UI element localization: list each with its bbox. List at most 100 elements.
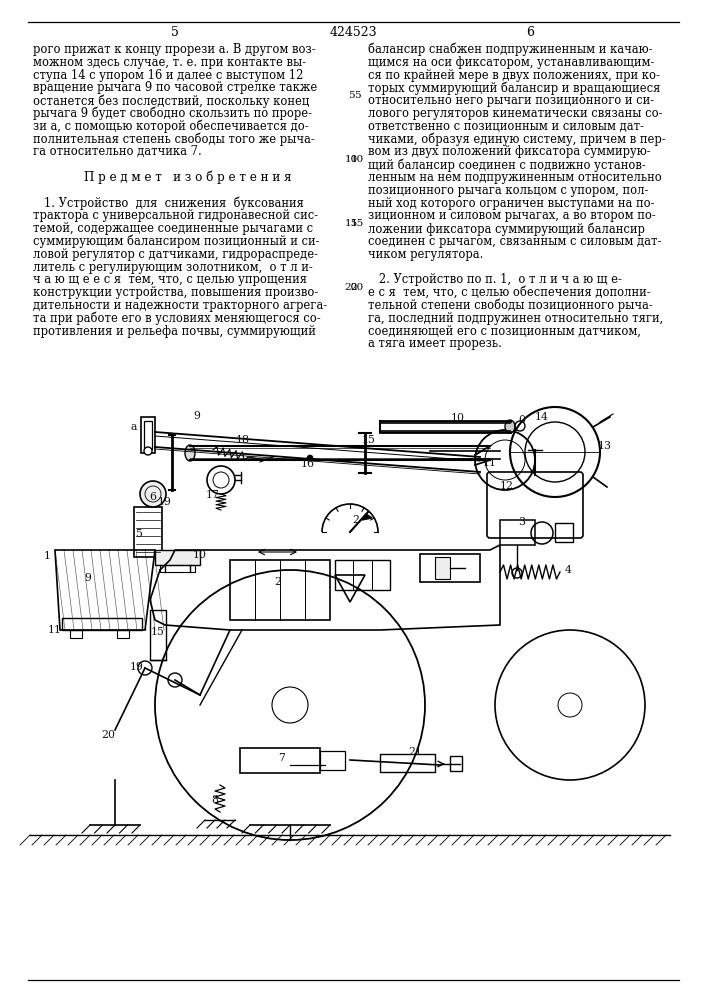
Bar [230,560,330,620]
Text: 6: 6 [149,492,156,502]
Text: останется без последствий, поскольку конец: останется без последствий, поскольку кон… [33,94,310,108]
Text: та при работе его в условиях меняющегося со-: та при работе его в условиях меняющегося… [33,312,321,325]
Text: а: а [131,422,137,432]
Text: 10: 10 [451,413,465,423]
Text: темой, содержащее соединенные рычагами с: темой, содержащее соединенные рычагами с [33,222,313,235]
Text: е с я  тем, что, с целью обеспечения дополни-: е с я тем, что, с целью обеспечения допо… [368,286,650,299]
Text: 18: 18 [236,435,250,445]
Polygon shape [362,514,372,520]
Bar [380,754,435,772]
Text: 21: 21 [408,747,422,757]
Bar [420,554,480,582]
Text: 5: 5 [348,91,354,100]
Text: 11: 11 [483,458,497,468]
Text: 17: 17 [206,490,220,500]
Text: вращение рычага 9 по часовой стрелке также: вращение рычага 9 по часовой стрелке так… [33,81,317,94]
Text: ч а ю щ е е с я  тем, что, с целью упрощения: ч а ю щ е е с я тем, что, с целью упроще… [33,273,307,286]
Text: щимся на оси фиксатором, устанавливающим-: щимся на оси фиксатором, устанавливающим… [368,56,655,69]
Text: противления и рельефа почвы, суммирующий: противления и рельефа почвы, суммирующий [33,325,316,338]
Text: соединяющей его с позиционным датчиком,: соединяющей его с позиционным датчиком, [368,325,641,338]
Text: рычага 9 будет свободно скользить по проре-: рычага 9 будет свободно скользить по про… [33,107,312,120]
Text: 19: 19 [130,662,144,672]
Text: 1: 1 [44,551,50,561]
Text: 19: 19 [158,497,172,507]
Text: дительности и надежности тракторного агрега-: дительности и надежности тракторного агр… [33,299,327,312]
Bar [240,748,320,772]
Text: соединен с рычагом, связанным с силовым дат-: соединен с рычагом, связанным с силовым … [368,235,661,248]
Text: 5: 5 [171,26,179,39]
Bar [335,560,390,590]
Text: 424523: 424523 [329,26,377,39]
Text: 20: 20 [351,283,363,292]
Text: торых суммирующий балансир и вращающиеся: торых суммирующий балансир и вращающиеся [368,81,660,95]
Text: ступа 14 с упором 16 и далее с выступом 12: ступа 14 с упором 16 и далее с выступом … [33,69,303,82]
Text: га относительно датчика 7.: га относительно датчика 7. [33,145,201,158]
Text: ный ход которого ограничен выступами на по-: ный ход которого ограничен выступами на … [368,197,655,210]
Text: ся по крайней мере в двух положениях, при ко-: ся по крайней мере в двух положениях, пр… [368,69,660,82]
Text: лового регуляторов кинематически связаны со-: лового регуляторов кинематически связаны… [368,107,662,120]
Circle shape [144,447,152,455]
Text: П р е д м е т   и з о б р е т е н и я: П р е д м е т и з о б р е т е н и я [84,171,292,184]
Text: 4: 4 [565,565,571,575]
Text: 5: 5 [354,91,361,100]
Circle shape [307,455,313,461]
Text: тельной степени свободы позиционного рыча-: тельной степени свободы позиционного рыч… [368,299,653,312]
Text: 2: 2 [274,577,281,587]
Text: суммирующим балансиром позиционный и си-: суммирующим балансиром позиционный и си- [33,235,320,248]
Bar [500,520,535,545]
Bar [155,550,200,565]
Text: полнительная степень свободы того же рыча-: полнительная степень свободы того же рыч… [33,133,315,146]
Text: 14: 14 [535,412,549,422]
Text: 11: 11 [48,625,62,635]
Text: ложении фиксатора суммирующий балансир: ложении фиксатора суммирующий балансир [368,222,645,236]
Text: трактора с универсальной гидронавесной сис-: трактора с универсальной гидронавесной с… [33,209,318,222]
Text: 15: 15 [151,627,165,637]
Text: ленным на нем подпружиненным относительно: ленным на нем подпружиненным относительн… [368,171,662,184]
Text: а тяга имеет прорезь.: а тяга имеет прорезь. [368,337,502,350]
Text: щий балансир соединен с подвижно установ-: щий балансир соединен с подвижно установ… [368,158,645,172]
Bar [144,421,152,449]
Text: ловой регулятор с датчиками, гидрораспреде-: ловой регулятор с датчиками, гидрораспре… [33,248,318,261]
Text: литель с регулирующим золотником,  о т л и-: литель с регулирующим золотником, о т л … [33,261,312,274]
Ellipse shape [185,445,195,461]
Text: 15: 15 [351,219,363,228]
Text: 10: 10 [344,155,358,164]
Text: 12: 12 [500,481,514,491]
Text: зиционном и силовом рычагах, а во втором по-: зиционном и силовом рычагах, а во втором… [368,209,656,222]
Text: 0: 0 [518,415,525,425]
Text: 3: 3 [518,517,525,527]
Text: 6: 6 [526,26,534,39]
Bar [141,417,155,453]
Bar [555,523,573,542]
Text: ответственно с позиционным и силовым дат-: ответственно с позиционным и силовым дат… [368,120,644,133]
Text: 10: 10 [193,550,207,560]
Text: 10: 10 [351,155,363,164]
Text: 15: 15 [362,435,376,445]
Bar [160,565,195,572]
Circle shape [140,481,166,507]
Text: 9: 9 [85,573,91,583]
Text: 8: 8 [211,795,218,805]
Bar [450,756,462,771]
Text: 9: 9 [194,411,201,421]
Text: 20: 20 [344,283,358,292]
Text: можном здесь случае, т. е. при контакте вы-: можном здесь случае, т. е. при контакте … [33,56,306,69]
Text: конструкции устройства, повышения произво-: конструкции устройства, повышения произв… [33,286,318,299]
Bar [117,630,129,638]
Text: 1. Устройство  для  снижения  буксования: 1. Устройство для снижения буксования [33,197,304,210]
Bar [134,507,162,557]
Bar [435,557,450,579]
Text: зи а, с помощью которой обеспечивается до-: зи а, с помощью которой обеспечивается д… [33,120,309,133]
Text: га, последний подпружинен относительно тяги,: га, последний подпружинен относительно т… [368,312,663,325]
Text: рого прижат к концу прорези а. В другом воз-: рого прижат к концу прорези а. В другом … [33,43,315,56]
Text: чиками, образуя единую систему, причем в пер-: чиками, образуя единую систему, причем в… [368,133,665,146]
Text: относительно него рычаги позиционного и си-: относительно него рычаги позиционного и … [368,94,654,107]
Text: 2. Устройство по п. 1,  о т л и ч а ю щ е-: 2. Устройство по п. 1, о т л и ч а ю щ е… [368,273,622,286]
Text: 2: 2 [353,515,359,525]
Bar [70,630,82,638]
Text: вом из двух положений фиксатора суммирую-: вом из двух положений фиксатора суммирую… [368,145,650,158]
Ellipse shape [505,420,515,433]
Text: 5: 5 [136,529,142,539]
Text: 7: 7 [279,753,286,763]
Text: позиционного рычага кольцом с упором, пол-: позиционного рычага кольцом с упором, по… [368,184,648,197]
